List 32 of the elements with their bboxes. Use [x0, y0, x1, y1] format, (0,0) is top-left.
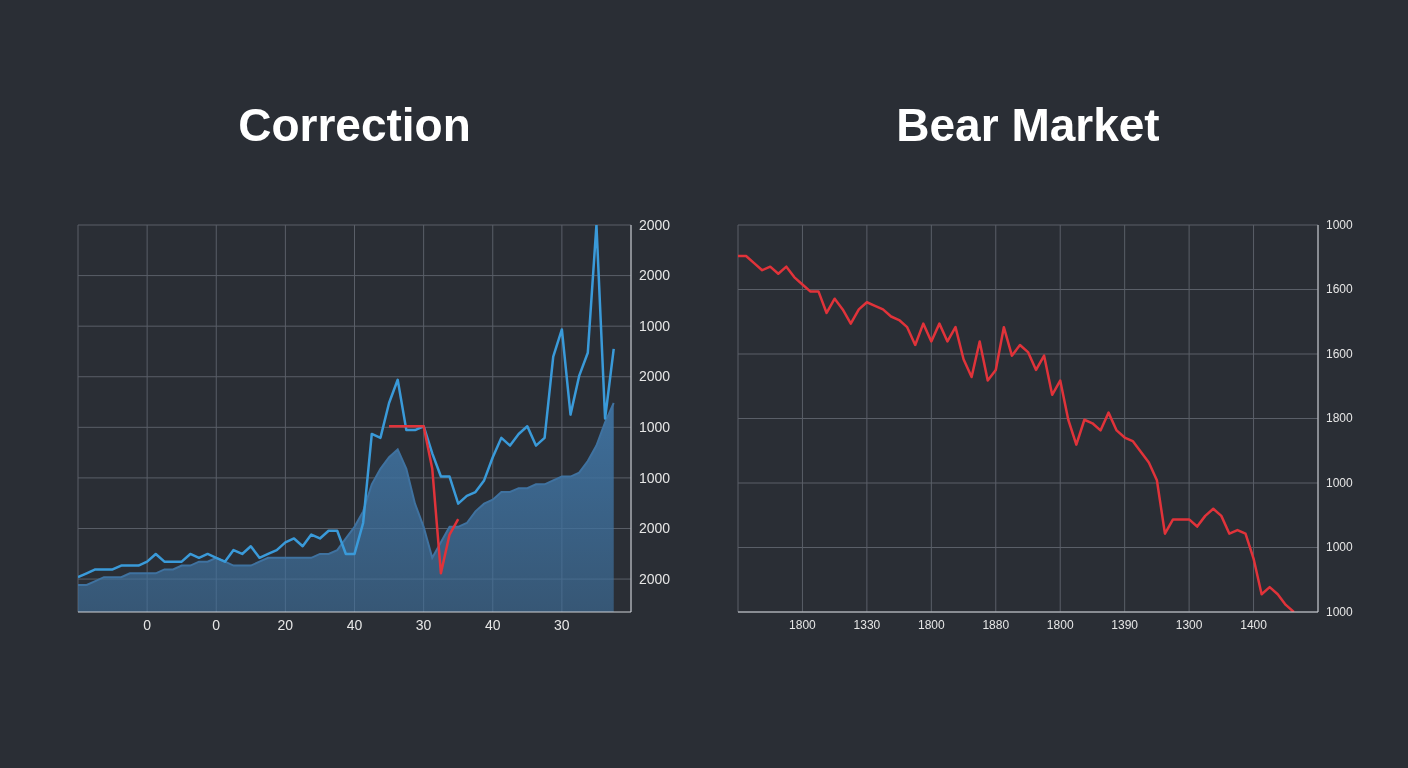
- x-tick-label: 40: [484, 616, 501, 633]
- text: 2000: [639, 216, 671, 234]
- text: 1000: [1326, 217, 1353, 233]
- x-tick-label: 1800: [917, 617, 945, 632]
- x-tick-label: 30: [554, 616, 570, 633]
- x-tick-label: 1800: [789, 617, 817, 632]
- x-tick-label: 1390: [1111, 617, 1139, 632]
- x-tick-label: 20: [277, 616, 294, 633]
- x-tick-label: 1330: [853, 617, 881, 632]
- text: 1000: [639, 418, 671, 436]
- text: 1000: [1326, 540, 1353, 555]
- text: 2000: [639, 267, 671, 284]
- text: 2000: [639, 368, 671, 386]
- x-tick-label: 30: [415, 616, 432, 633]
- text: 1600: [1326, 282, 1353, 297]
- chart-title: Correction: [237, 98, 472, 152]
- text: 1600: [1326, 346, 1353, 362]
- text: 1000: [639, 469, 671, 487]
- x-tick-label: 1800: [1046, 617, 1074, 632]
- text: 1000: [1326, 475, 1353, 491]
- text: 1800: [1326, 411, 1353, 426]
- x-tick-label: 1300: [1175, 617, 1203, 632]
- x-tick-label: 0: [212, 616, 221, 633]
- text: 2000: [639, 520, 671, 537]
- chart-title: Bear Market: [895, 98, 1161, 152]
- x-tick-label: 1400: [1240, 617, 1268, 632]
- x-tick-label: 0: [143, 616, 152, 633]
- text: 1000: [1326, 604, 1353, 620]
- x-tick-label: 40: [346, 616, 363, 633]
- x-tick-label: 1880: [982, 617, 1010, 632]
- text: 2000: [639, 570, 671, 588]
- text: 1000: [639, 317, 671, 335]
